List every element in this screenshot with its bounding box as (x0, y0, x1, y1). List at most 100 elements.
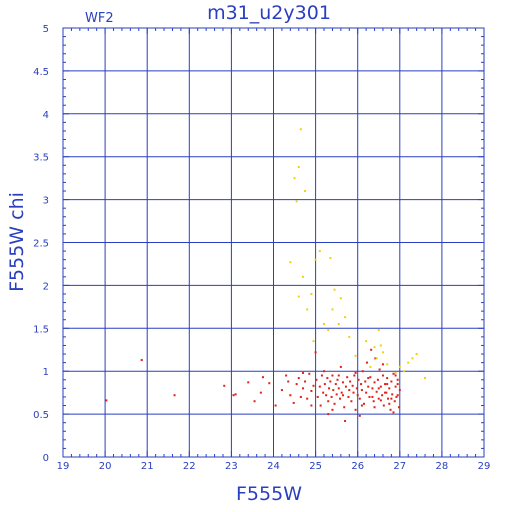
scatter-point (352, 391, 355, 394)
scatter-point (293, 177, 296, 180)
y-tick-label: 4.5 (33, 67, 49, 78)
scatter-point (357, 378, 360, 381)
scatter-point (332, 389, 335, 392)
scatter-point (373, 406, 376, 409)
scatter-point (344, 419, 347, 422)
scatter-point (350, 400, 353, 403)
scatter-point (396, 383, 399, 386)
scatter-point (386, 363, 389, 366)
scatter-point (331, 308, 334, 311)
scatter-point (378, 368, 381, 371)
scatter-point (393, 400, 396, 403)
scatter-point (287, 380, 290, 383)
scatter-point (339, 365, 342, 368)
scatter-point (301, 371, 304, 374)
scatter-point (381, 363, 384, 366)
scatter-point (389, 408, 392, 411)
y-axis-label: F555W chi (6, 192, 28, 292)
scatter-point (354, 371, 357, 374)
scatter-point (323, 383, 326, 386)
scatter-point (365, 391, 368, 394)
scatter-point (363, 402, 366, 405)
scatter-point (385, 391, 388, 394)
scatter-point (411, 357, 414, 360)
scatter-point (354, 408, 357, 411)
y-tick-label: 2.5 (33, 239, 49, 250)
scatter-point (390, 397, 393, 400)
y-tick-label: 3.5 (33, 153, 49, 164)
y-tick-label: 5 (43, 24, 49, 35)
scatter-point (295, 200, 298, 203)
scatter-point (339, 297, 342, 300)
scatter-point (297, 165, 300, 168)
scatter-point (259, 391, 262, 394)
scatter-point (140, 359, 143, 362)
scatter-point (365, 361, 368, 364)
scatter-point (379, 385, 382, 388)
scatter-point (361, 370, 364, 373)
scatter-point (391, 393, 394, 396)
scatter-point (334, 383, 337, 386)
scatter-point (330, 395, 333, 398)
grid-lines (63, 28, 484, 457)
scatter-point (304, 380, 307, 383)
scatter-point (374, 357, 377, 360)
y-tick-label: 4 (43, 110, 49, 121)
scatter-point (320, 374, 323, 377)
scatter-point (349, 380, 352, 383)
x-tick-label: 29 (478, 461, 491, 472)
scatter-point (343, 406, 346, 409)
scatter-point (384, 391, 387, 394)
scatter-point (369, 376, 372, 379)
scatter-point (329, 256, 332, 259)
x-tick-label: 24 (267, 461, 280, 472)
scatter-point (344, 385, 347, 388)
scatter-point (381, 351, 384, 354)
scatter-point (268, 382, 271, 385)
scatter-point (397, 406, 400, 409)
scatter-point (306, 397, 309, 400)
scatter-point (261, 376, 264, 379)
scatter-point (274, 404, 277, 407)
scatter-point (232, 394, 235, 397)
scatter-point (381, 374, 384, 377)
scatter-point (386, 377, 389, 380)
scatter-point (337, 323, 340, 326)
scatter-point (396, 378, 399, 381)
scatter-point (299, 395, 302, 398)
scatter-point (353, 374, 356, 377)
scatter-point (376, 378, 379, 381)
scatter-point (396, 394, 399, 397)
scatter-point (360, 389, 363, 392)
scatter-point (355, 387, 358, 390)
scatter-point (367, 377, 370, 380)
scatter-point (323, 323, 326, 326)
scatter-point (388, 402, 391, 405)
scatter-point (318, 385, 321, 388)
scatter-point (368, 395, 371, 398)
scatter-point (327, 413, 330, 416)
scatter-point (356, 394, 359, 397)
scatter-point (297, 295, 300, 298)
scatter-point (346, 376, 349, 379)
y-tick-label: 0 (43, 453, 49, 464)
scatter-point (358, 397, 361, 400)
scatter-point (407, 361, 410, 364)
x-tick-label: 28 (436, 461, 449, 472)
panel-label: WF2 (85, 11, 114, 26)
scatter-point (373, 381, 376, 384)
scatter-point (390, 380, 393, 383)
scatter-point (403, 370, 406, 373)
scatter-point (312, 340, 315, 343)
scatter-point (247, 381, 250, 384)
scatter-point (310, 292, 313, 295)
scatter-point (377, 397, 380, 400)
scatter-point (316, 395, 319, 398)
scatter-point (394, 371, 397, 374)
scatter-point (289, 261, 292, 264)
scatter-point (372, 400, 375, 403)
scatter-point (301, 275, 304, 278)
scatter-point (394, 385, 397, 388)
scatter-point (326, 377, 329, 380)
scatter-point (327, 400, 330, 403)
